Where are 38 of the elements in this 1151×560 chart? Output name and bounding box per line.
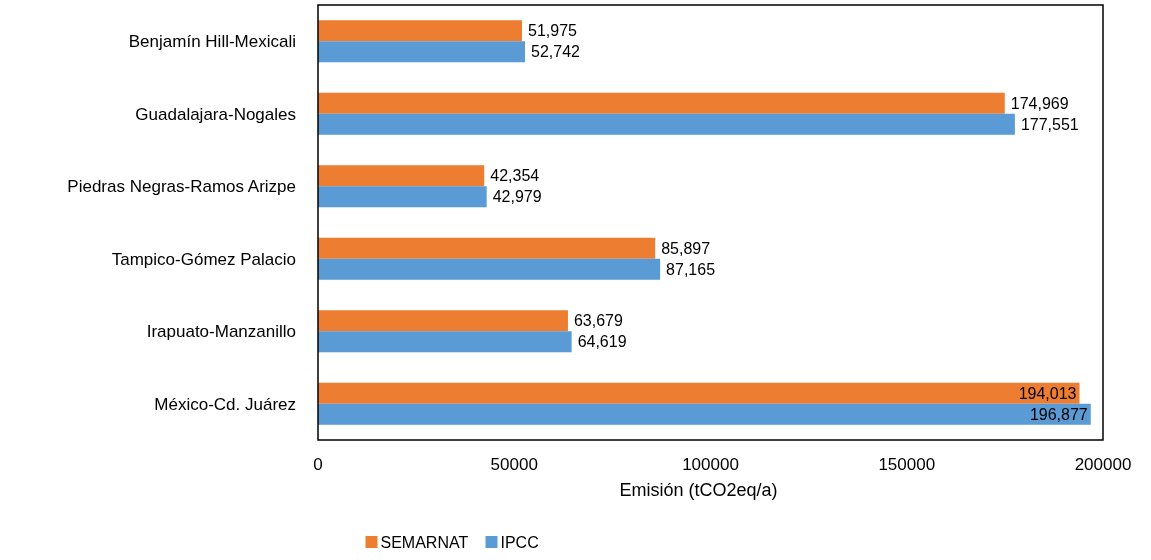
- y-tick-label: México-Cd. Juárez: [154, 394, 296, 414]
- data-label: 196,877: [1029, 405, 1088, 423]
- y-tick-label: Guadalajara-Nogales: [135, 104, 296, 124]
- x-tick-label: 50000: [490, 455, 538, 474]
- x-tick-label: 0: [313, 455, 323, 474]
- y-tick-label: Benjamín Hill-Mexicali: [128, 32, 296, 52]
- y-tick-label: Tampico-Gómez Palacio: [111, 249, 296, 269]
- bar: [318, 20, 522, 42]
- data-label: 42,979: [492, 188, 542, 206]
- bar: [318, 186, 487, 208]
- data-label: 42,354: [490, 167, 540, 185]
- bar: [318, 113, 1015, 135]
- data-label: 177,551: [1020, 115, 1079, 133]
- data-label: 51,975: [528, 22, 578, 40]
- data-label: 64,619: [577, 333, 627, 351]
- data-label: 174,969: [1010, 94, 1069, 112]
- data-label: 85,897: [661, 239, 711, 257]
- bar: [318, 403, 1091, 425]
- x-tick-label: 150000: [878, 455, 936, 474]
- legend-label: IPCC: [500, 534, 539, 551]
- bar: [318, 165, 485, 187]
- data-label: 52,742: [531, 43, 581, 61]
- bar: [318, 237, 656, 259]
- y-tick-label: Piedras Negras-Ramos Arizpe: [67, 177, 296, 197]
- bar: [318, 41, 526, 63]
- y-tick-label: Irapuato-Manzanillo: [146, 322, 296, 342]
- legend-label: SEMARNAT: [380, 534, 469, 551]
- x-tick-label: 200000: [1074, 455, 1132, 474]
- bar: [318, 331, 572, 353]
- data-label: 63,679: [573, 312, 623, 330]
- data-label: 87,165: [666, 260, 716, 278]
- bar: [318, 310, 568, 332]
- bar: [318, 258, 661, 280]
- bar: [318, 382, 1080, 404]
- bar: [318, 92, 1005, 114]
- x-axis-title: Emisión (tCO2eq/a): [619, 480, 778, 500]
- data-label: 194,013: [1018, 384, 1077, 402]
- x-tick-label: 100000: [682, 455, 739, 474]
